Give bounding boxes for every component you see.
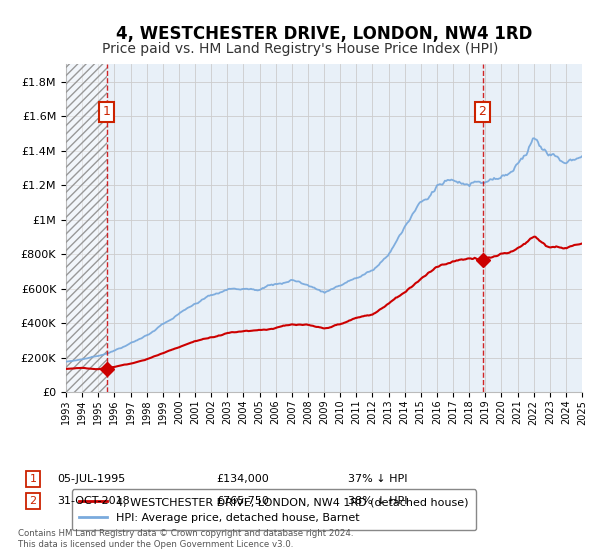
Text: 1: 1 <box>103 105 110 118</box>
Text: £765,750: £765,750 <box>216 496 269 506</box>
Text: 38% ↓ HPI: 38% ↓ HPI <box>348 496 407 506</box>
Legend: 4, WESTCHESTER DRIVE, LONDON, NW4 1RD (detached house), HPI: Average price, deta: 4, WESTCHESTER DRIVE, LONDON, NW4 1RD (d… <box>71 489 476 530</box>
Text: £134,000: £134,000 <box>216 474 269 484</box>
Text: 2: 2 <box>479 105 487 118</box>
Text: 2: 2 <box>29 496 37 506</box>
Text: Contains HM Land Registry data © Crown copyright and database right 2024.
This d: Contains HM Land Registry data © Crown c… <box>18 529 353 549</box>
Text: Price paid vs. HM Land Registry's House Price Index (HPI): Price paid vs. HM Land Registry's House … <box>102 42 498 56</box>
Text: 1: 1 <box>29 474 37 484</box>
Text: 37% ↓ HPI: 37% ↓ HPI <box>348 474 407 484</box>
Text: 05-JUL-1995: 05-JUL-1995 <box>57 474 125 484</box>
Title: 4, WESTCHESTER DRIVE, LONDON, NW4 1RD: 4, WESTCHESTER DRIVE, LONDON, NW4 1RD <box>116 25 532 44</box>
Text: 31-OCT-2018: 31-OCT-2018 <box>57 496 130 506</box>
